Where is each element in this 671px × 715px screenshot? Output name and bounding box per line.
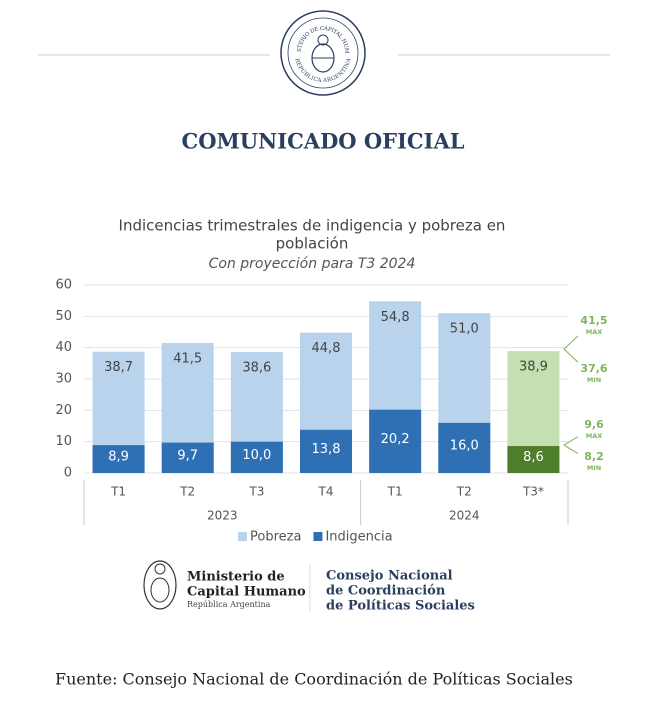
x-tick-label: T1 [387, 485, 403, 499]
range-min-tag: MIN [587, 464, 601, 472]
y-tick-label: 10 [55, 434, 72, 449]
legend-swatch [313, 532, 323, 541]
range-bracket [563, 335, 579, 363]
council-line: de Coordinación [326, 584, 446, 599]
value-label: 16,0 [450, 438, 479, 453]
y-tick-label: 40 [55, 340, 72, 355]
value-label: 9,7 [177, 448, 198, 463]
bar [92, 445, 145, 473]
y-tick-label: 60 [55, 278, 72, 293]
source: Fuente: Consejo Nacional de Coordinación… [55, 670, 573, 689]
chart: Indicencias trimestrales de indigencia y… [55, 217, 607, 545]
range-min: 8,2 [584, 450, 604, 463]
x-tick-label: T2 [179, 485, 195, 499]
seal: MINISTERIO DE CAPITAL HUMANO REPÚBLICA A… [0, 0, 366, 96]
legend-label: Pobreza [250, 530, 301, 545]
bar [161, 442, 214, 473]
seal-bottom: REPÚBLICA ARGENTINA [294, 57, 352, 84]
value-label: 38,6 [242, 361, 271, 376]
range-bracket [563, 436, 579, 454]
group-label: 2023 [207, 509, 238, 523]
legend-swatch [238, 532, 247, 541]
range-min: 37,6 [580, 362, 607, 375]
value-label: 44,8 [312, 341, 341, 356]
value-label: 8,9 [108, 450, 129, 465]
bar [300, 429, 352, 473]
y-tick-label: 30 [55, 372, 72, 387]
y-tick-label: 20 [55, 403, 72, 418]
value-label: 8,6 [523, 450, 544, 465]
value-label: 13,8 [312, 442, 341, 457]
range-min-tag: MIN [587, 376, 601, 384]
value-label: 10,0 [242, 448, 271, 463]
x-tick-label: T4 [318, 485, 334, 499]
x-tick-label: T2 [456, 485, 472, 499]
y-tick-label: 50 [55, 309, 72, 324]
value-label: 38,7 [104, 360, 133, 375]
range-max: 41,5 [580, 314, 607, 327]
chart-title: población [276, 235, 349, 253]
value-label: 20,2 [381, 432, 410, 447]
bar [438, 422, 491, 473]
seal-text: MINISTERIO DE CAPITAL HUMANO [0, 0, 350, 54]
bar [507, 446, 560, 473]
ministry-logo: Ministerio de Capital Humano República A… [143, 560, 306, 610]
value-label: 51,0 [450, 322, 479, 337]
doc-title: COMUNICADO OFICIAL [181, 129, 464, 154]
x-tick-label: T3 [248, 485, 264, 499]
council-line: Consejo Nacional [326, 569, 453, 584]
range-max-tag: MAX [586, 432, 603, 440]
chart-title: Indicencias trimestrales de indigencia y… [119, 217, 506, 235]
legend-label: Indigencia [325, 530, 392, 545]
group-label: 2024 [449, 509, 480, 523]
value-label: 41,5 [173, 351, 202, 366]
x-tick-label: T1 [110, 485, 126, 499]
chart-subtitle: Con proyección para T3 2024 [209, 256, 416, 272]
range-max: 9,6 [584, 418, 604, 431]
seal-text: REPÚBLICA ARGENTINA [294, 57, 352, 84]
value-label: 54,8 [381, 310, 410, 325]
council-logo: Consejo Nacional de Coordinación de Polí… [326, 569, 475, 614]
value-label: 38,9 [519, 360, 548, 375]
council-line: de Políticas Sociales [326, 599, 475, 614]
ministry-sub: República Argentina [187, 600, 271, 609]
x-tick-label: T3* [522, 485, 544, 499]
seal-top: MINISTERIO DE CAPITAL HUMANO [0, 0, 350, 54]
ministry-line: Capital Humano [187, 585, 306, 600]
bar [230, 441, 283, 473]
y-tick-label: 0 [64, 466, 72, 481]
range-max-tag: MAX [586, 328, 603, 336]
bar [369, 409, 422, 473]
ministry-line: Ministerio de [187, 570, 285, 585]
